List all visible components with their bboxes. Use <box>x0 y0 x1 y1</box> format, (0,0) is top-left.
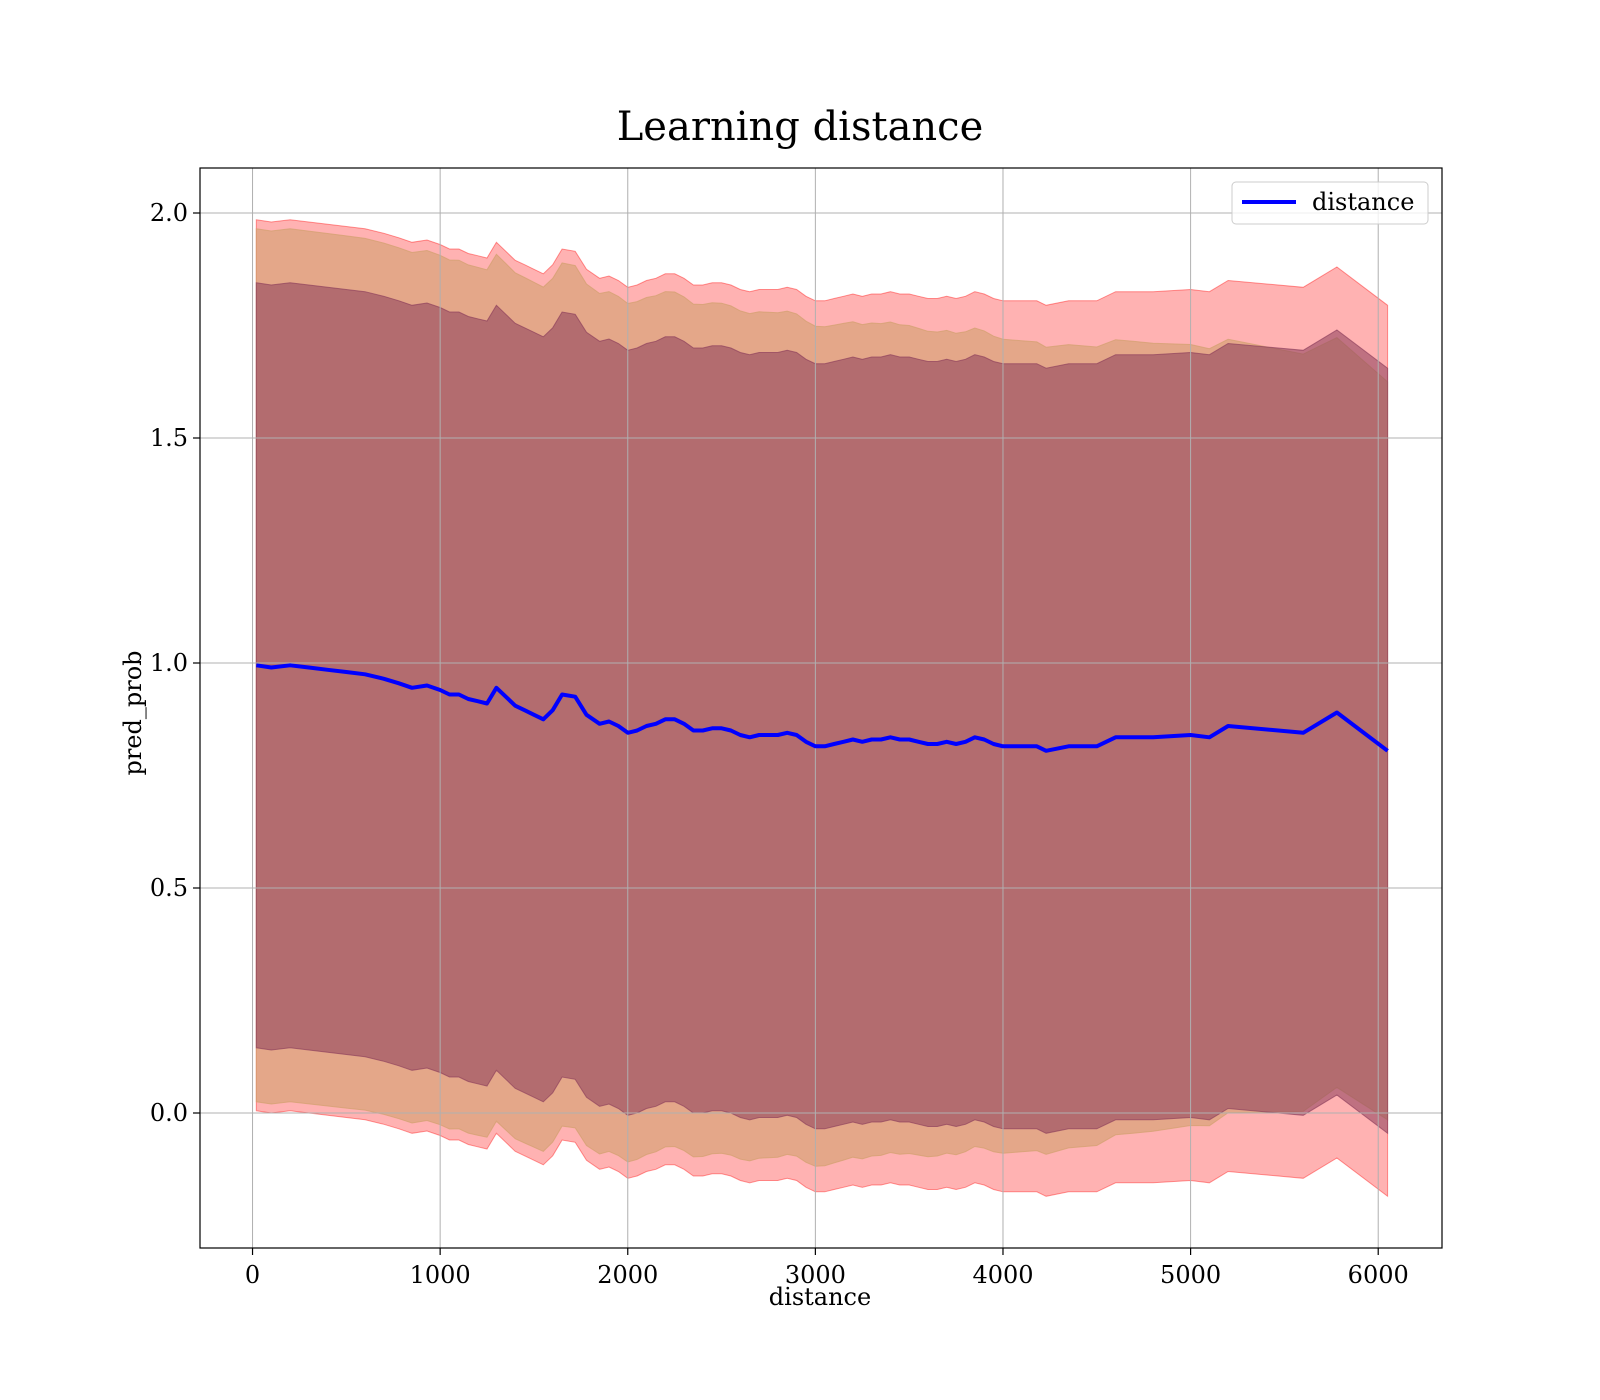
x-tick-label-1: 1000 <box>410 1261 471 1289</box>
series-lines <box>256 663 1389 753</box>
legend-box <box>1231 181 1429 225</box>
axes-frame <box>199 167 1443 1249</box>
x-axis-label: distance <box>769 1283 871 1311</box>
y-axis-ticks: 0.0 0.5 1.0 1.5 2.0 <box>150 199 200 1127</box>
x-axis-ticks: 0 1000 2000 3000 4000 5000 6000 <box>245 1248 1409 1289</box>
confidence-bands <box>255 219 1389 1198</box>
y-tick-label-4: 2.0 <box>150 199 188 227</box>
band-2 <box>255 282 1389 1135</box>
y-tick-label-1: 0.5 <box>150 874 188 902</box>
plot-area <box>199 167 1443 1249</box>
legend: distance <box>1231 181 1429 225</box>
y-tick-label-0: 0.0 <box>150 1099 188 1127</box>
x-tick-label-4: 4000 <box>972 1261 1033 1289</box>
chart-title: Learning distance <box>617 104 984 150</box>
x-tick-label-5: 5000 <box>1160 1261 1221 1289</box>
y-tick-label-3: 1.5 <box>150 424 188 452</box>
x-tick-label-6: 6000 <box>1348 1261 1409 1289</box>
grid-lines <box>200 168 1442 1248</box>
series-line-distance <box>256 663 1389 753</box>
x-tick-label-2: 2000 <box>597 1261 658 1289</box>
x-tick-label-3: 3000 <box>785 1261 846 1289</box>
y-axis-label: pred_prob <box>119 650 147 775</box>
x-tick-label-0: 0 <box>245 1261 260 1289</box>
y-tick-label-2: 1.0 <box>150 649 188 677</box>
legend-label: distance <box>1312 188 1414 216</box>
